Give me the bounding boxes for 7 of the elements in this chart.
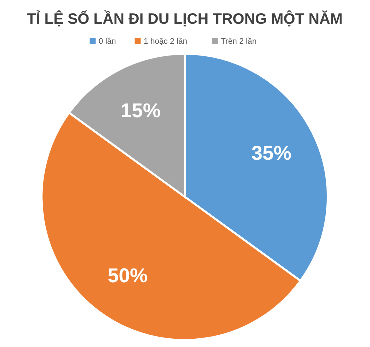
- legend-label: Trên 2 lần: [221, 37, 257, 46]
- data-label: 50%: [108, 266, 148, 288]
- legend-label: 1 hoặc 2 lần: [144, 37, 188, 46]
- data-label: 15%: [120, 100, 162, 122]
- data-label: 35%: [252, 142, 292, 165]
- chart-title: TỈ LỆ SỐ LẦN ĐI DU LỊCH TRONG MỘT NĂM: [27, 10, 343, 28]
- legend-label: 0 lần: [98, 37, 116, 46]
